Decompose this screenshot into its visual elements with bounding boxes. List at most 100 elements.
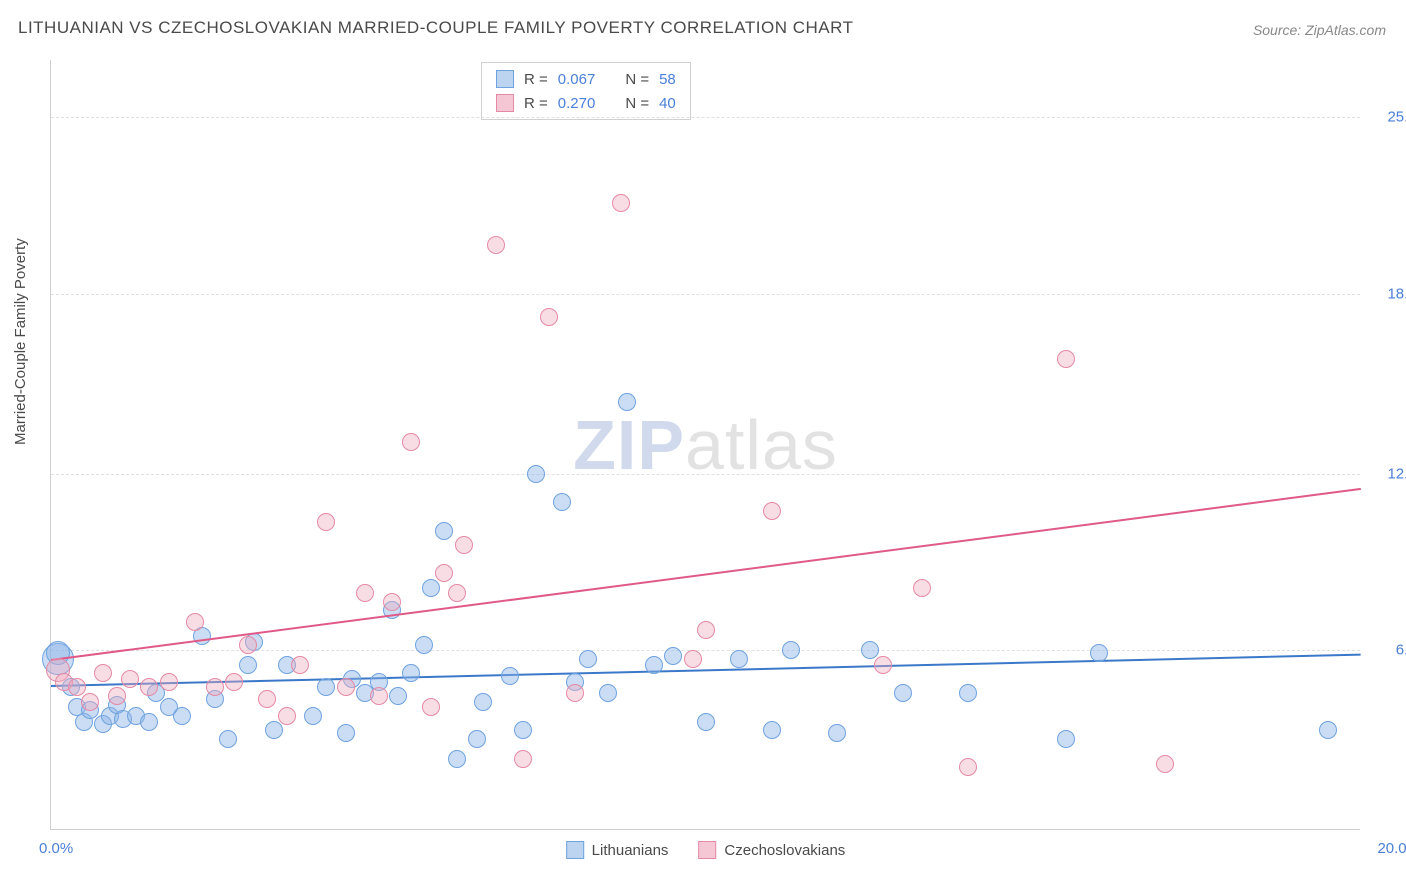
stats-legend-row-0: R = 0.067 N = 58 [496,67,676,91]
data-point [913,579,931,597]
chart-title: LITHUANIAN VS CZECHOSLOVAKIAN MARRIED-CO… [18,18,853,38]
data-point [645,656,663,674]
chart-container: LITHUANIAN VS CZECHOSLOVAKIAN MARRIED-CO… [0,0,1406,892]
watermark-zip: ZIP [573,406,685,484]
data-point [219,730,237,748]
data-point [389,687,407,705]
data-point [94,664,112,682]
data-point [422,579,440,597]
data-point [140,713,158,731]
data-point [173,707,191,725]
legend-swatch-0 [496,70,514,88]
y-tick-label: 18.8% [1370,285,1406,302]
n-prefix-0: N = [625,71,649,88]
r-value-1: 0.270 [558,95,596,112]
legend-swatch-1 [496,94,514,112]
data-point [618,393,636,411]
data-point [1319,721,1337,739]
data-point [828,724,846,742]
series-swatch-0 [566,841,584,859]
data-point [959,684,977,702]
data-point [959,758,977,776]
series-name-0: Lithuanians [592,842,669,859]
data-point [337,724,355,742]
data-point [1057,730,1075,748]
data-point [501,667,519,685]
y-axis-label: Married-Couple Family Poverty [12,238,29,445]
data-point [566,684,584,702]
series-legend-item-1: Czechoslovakians [698,841,845,859]
data-point [239,636,257,654]
r-value-0: 0.067 [558,71,596,88]
data-point [553,493,571,511]
data-point [278,707,296,725]
data-point [1156,755,1174,773]
data-point [514,721,532,739]
y-tick-label: 6.3% [1370,642,1406,659]
data-point [160,673,178,691]
r-prefix-1: R = [524,95,548,112]
data-point [121,670,139,688]
data-point [291,656,309,674]
series-legend: Lithuanians Czechoslovakians [566,841,846,859]
data-point [317,513,335,531]
data-point [206,678,224,696]
data-point [140,678,158,696]
series-name-1: Czechoslovakians [724,842,845,859]
data-point [258,690,276,708]
series-legend-item-0: Lithuanians [566,841,669,859]
data-point [763,502,781,520]
n-value-1: 40 [659,95,676,112]
data-point [1090,644,1108,662]
series-swatch-1 [698,841,716,859]
data-point [487,236,505,254]
data-point [68,678,86,696]
data-point [265,721,283,739]
data-point [225,673,243,691]
data-point [599,684,617,702]
data-point [108,687,126,705]
gridline [51,474,1360,475]
data-point [356,584,374,602]
gridline [51,117,1360,118]
data-point [370,687,388,705]
data-point [448,584,466,602]
source-label: Source: ZipAtlas.com [1253,22,1386,38]
data-point [697,621,715,639]
data-point [383,593,401,611]
data-point [402,433,420,451]
n-value-0: 58 [659,71,676,88]
data-point [435,522,453,540]
data-point [861,641,879,659]
stats-legend-row-1: R = 0.270 N = 40 [496,91,676,115]
data-point [540,308,558,326]
data-point [337,678,355,696]
x-tick-0: 0.0% [39,840,73,857]
plot-area: ZIPatlas R = 0.067 N = 58 R = 0.270 N = … [50,60,1360,830]
data-point [468,730,486,748]
data-point [422,698,440,716]
data-point [455,536,473,554]
watermark: ZIPatlas [573,405,838,485]
data-point [514,750,532,768]
data-point [874,656,892,674]
data-point [1057,350,1075,368]
data-point [684,650,702,668]
data-point [782,641,800,659]
data-point [402,664,420,682]
data-point [527,465,545,483]
watermark-atlas: atlas [685,406,838,484]
data-point [435,564,453,582]
x-tick-1: 20.0% [1365,840,1406,857]
data-point [664,647,682,665]
data-point [730,650,748,668]
data-point [612,194,630,212]
gridline [51,294,1360,295]
data-point [239,656,257,674]
data-point [894,684,912,702]
data-point [415,636,433,654]
data-point [474,693,492,711]
data-point [448,750,466,768]
y-tick-label: 25.0% [1370,109,1406,126]
stats-legend: R = 0.067 N = 58 R = 0.270 N = 40 [481,62,691,120]
